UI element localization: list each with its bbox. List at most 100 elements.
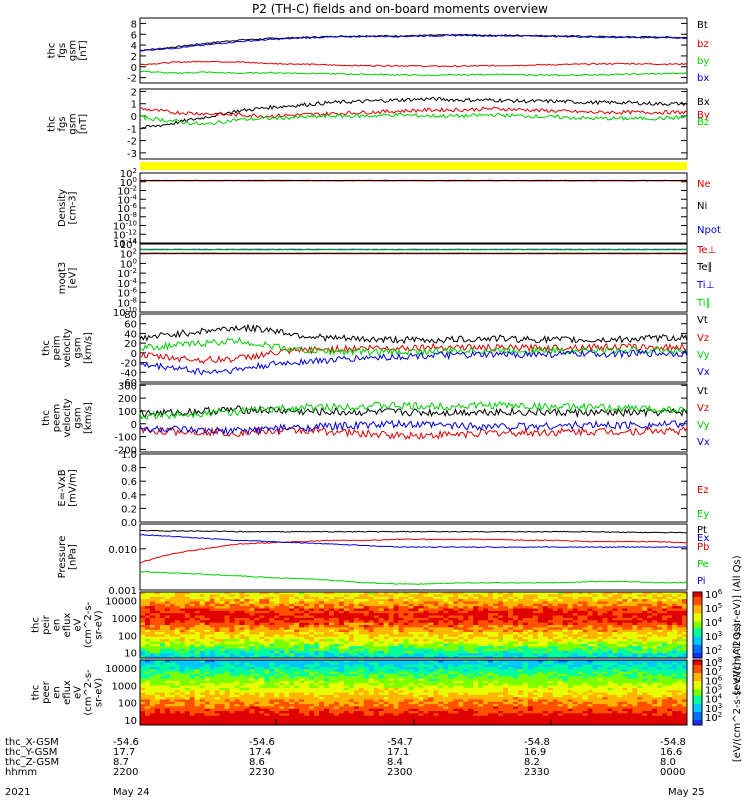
spectrogram-cell	[289, 603, 295, 607]
spectrogram-cell	[433, 653, 439, 656]
spectrogram-cell	[199, 632, 205, 635]
spectrogram-cell	[398, 641, 404, 645]
spectrogram-cell	[254, 596, 260, 600]
spectrogram-cell	[532, 632, 539, 635]
spectrogram-cell	[433, 608, 439, 612]
spectrogram-cell	[184, 678, 191, 682]
spectrogram-cell	[319, 687, 325, 691]
spectrogram-cell	[443, 606, 449, 609]
spectrogram-cell	[199, 615, 205, 619]
spectrogram-cell	[274, 655, 280, 659]
spectrogram-cell	[284, 660, 290, 663]
y-tick-label: 300	[118, 381, 137, 392]
spectrogram-cell	[214, 610, 220, 614]
spectrogram-cell	[527, 673, 534, 677]
spectrogram-cell	[512, 685, 519, 689]
colorbar-step	[693, 610, 702, 613]
spectrogram-cell	[179, 676, 186, 679]
spectrogram-cell	[269, 610, 275, 614]
colorbar-step	[693, 643, 702, 646]
spectrogram-cell	[373, 627, 379, 631]
spectrogram-cell	[388, 680, 394, 684]
spectrogram-cell	[557, 636, 563, 640]
spectrogram-cell	[592, 629, 598, 633]
spectrogram-cell	[358, 680, 365, 684]
spectrogram-cell	[662, 669, 668, 672]
spectrogram-cell	[164, 620, 171, 623]
spectrogram-cell	[319, 606, 325, 609]
spectrogram-cell	[463, 625, 469, 628]
spectrogram-cell	[537, 646, 544, 649]
spectrogram-cell	[373, 643, 379, 647]
spectrogram-cell	[458, 666, 464, 670]
spectrogram-cell	[398, 629, 404, 633]
spectrogram-cell	[323, 671, 330, 675]
spectrogram-cell	[333, 625, 340, 628]
spectrogram-cell	[388, 685, 394, 689]
spectrogram-cell	[413, 599, 419, 602]
spectrogram-cell	[577, 610, 583, 614]
spectrogram-cell	[403, 680, 409, 684]
spectrogram-cell	[507, 636, 514, 640]
spectrogram-cell	[229, 613, 235, 616]
spectrogram-cell	[498, 662, 504, 665]
spectrogram-cell	[607, 625, 613, 628]
spectrogram-cell	[647, 671, 653, 675]
spectrogram-cell	[274, 666, 280, 670]
spectrogram-cell	[393, 666, 399, 670]
spectrogram-cell	[423, 687, 429, 691]
spectrogram-cell	[189, 620, 195, 623]
spectrogram-cell	[453, 601, 459, 605]
spectrogram-cell	[199, 603, 205, 607]
spectrogram-cell	[174, 678, 181, 682]
spectrogram-cell	[274, 653, 280, 656]
spectrogram-cell	[433, 664, 439, 668]
spectrogram-cell	[244, 603, 250, 607]
spectrogram-cell	[199, 606, 205, 609]
spectrogram-cell	[527, 592, 534, 595]
spectrogram-cell	[224, 615, 230, 619]
spectrogram-cell	[552, 592, 559, 595]
spectrogram-cell	[607, 606, 613, 609]
spectrogram-cell	[572, 683, 578, 686]
spectrogram-cell	[194, 625, 200, 628]
spectrogram-cell	[463, 685, 469, 689]
y-label-line: [km/s]	[83, 402, 94, 434]
spectrogram-cell	[214, 662, 220, 665]
spectrogram-cell	[309, 617, 315, 621]
spectrogram-cell	[672, 596, 678, 600]
spectrogram-cell	[144, 655, 151, 659]
spectrogram-cell	[567, 625, 573, 628]
spectrogram-cell	[572, 634, 578, 638]
spectrogram-cell	[602, 655, 608, 659]
spectrogram-cell	[373, 655, 379, 659]
spectrogram-cell	[289, 629, 295, 633]
spectrogram-cell	[637, 610, 643, 614]
spectrogram-cell	[572, 603, 578, 607]
spectrogram-cell	[388, 690, 394, 693]
spectrogram-cell	[368, 636, 375, 640]
spectrogram-cell	[682, 625, 688, 628]
spectrogram-cell	[209, 687, 215, 691]
spectrogram-cell	[274, 639, 280, 642]
spectrogram-cell	[493, 596, 499, 600]
spectrogram-cell	[328, 683, 335, 686]
spectrogram-cell	[343, 608, 350, 612]
spectrogram-cell	[398, 685, 404, 689]
spectrogram-cell	[209, 601, 215, 605]
spectrogram-cell	[199, 599, 205, 602]
spectrogram-cell	[637, 646, 643, 649]
spectrogram-cell	[194, 648, 200, 652]
spectrogram-cell	[612, 669, 618, 672]
legend-entry: By	[697, 110, 710, 121]
spectrogram-cell	[597, 613, 603, 616]
spectrogram-cell	[622, 617, 628, 621]
spectrogram-cell	[458, 620, 464, 623]
spectrogram-cell	[637, 599, 643, 602]
spectrogram-cell	[592, 650, 598, 654]
spectrogram-cell	[488, 653, 494, 656]
spectrogram-cell	[169, 617, 176, 621]
spectrogram-cell	[194, 594, 200, 598]
spectrogram-cell	[532, 596, 539, 600]
spectrogram-cell	[428, 622, 434, 626]
